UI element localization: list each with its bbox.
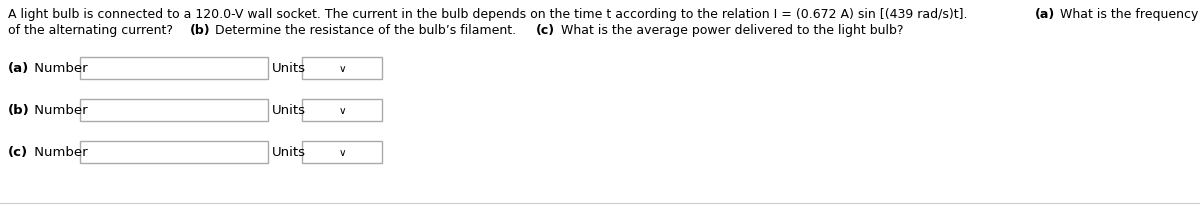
Text: Number: Number <box>30 146 88 159</box>
Text: (c): (c) <box>8 146 28 159</box>
Text: What is the frequency: What is the frequency <box>1056 8 1199 21</box>
Text: ∨: ∨ <box>338 147 346 157</box>
Text: (b): (b) <box>190 24 211 37</box>
Bar <box>302 141 382 163</box>
Text: (a): (a) <box>8 62 29 75</box>
Text: (a): (a) <box>1034 8 1055 21</box>
Bar <box>80 99 268 121</box>
Text: Determine the resistance of the bulb’s filament.: Determine the resistance of the bulb’s f… <box>211 24 520 37</box>
Bar <box>80 141 268 163</box>
Text: What is the average power delivered to the light bulb?: What is the average power delivered to t… <box>557 24 904 37</box>
Bar <box>302 58 382 80</box>
Text: (b): (b) <box>8 104 30 117</box>
Bar <box>302 99 382 121</box>
Text: A light bulb is connected to a 120.0-V wall socket. The current in the bulb depe: A light bulb is connected to a 120.0-V w… <box>8 8 972 21</box>
Text: Units: Units <box>272 146 306 159</box>
Text: Units: Units <box>272 104 306 117</box>
Text: Number: Number <box>30 62 88 75</box>
Text: ∨: ∨ <box>338 105 346 115</box>
Text: of the alternating current?: of the alternating current? <box>8 24 178 37</box>
Text: Number: Number <box>30 104 88 117</box>
Bar <box>80 58 268 80</box>
Text: Units: Units <box>272 62 306 75</box>
Text: ∨: ∨ <box>338 64 346 74</box>
Text: (c): (c) <box>536 24 556 37</box>
